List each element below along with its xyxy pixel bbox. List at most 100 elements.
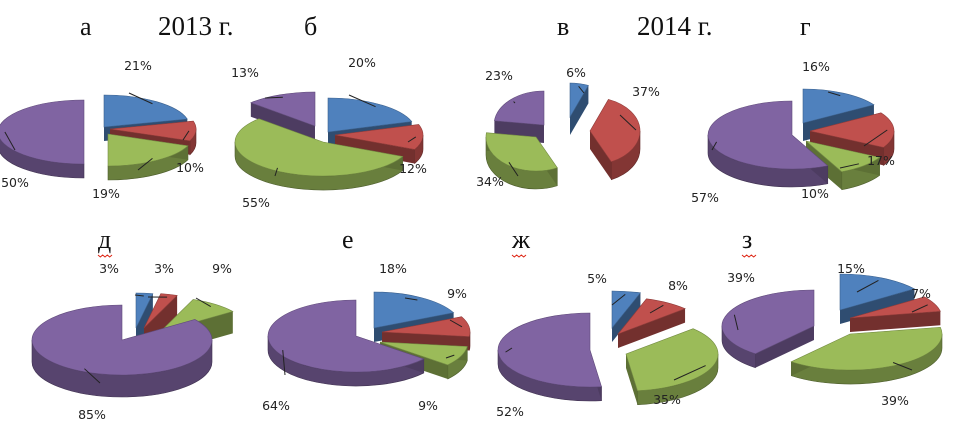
slice-label-green: 55% [242,195,270,210]
label-leader-line [578,85,585,94]
label-leader-line [84,368,101,384]
pie-chart-з: з 15% 7% 39% 39% [721,225,943,408]
label-leader-line [856,280,879,293]
pie-slice-red [849,296,941,319]
pie-slice-blue [135,292,154,329]
pie-slice-red [143,293,178,329]
pie-chart-в: в 6% 37% 34% 23% [476,12,660,190]
pie-slice-purple [721,289,815,355]
slice-label-purple: 57% [691,190,719,205]
pie-chart-д: д 3% 3% 9% 85% [31,225,234,422]
label-leader-line [274,167,278,177]
pie-slice-green [379,341,468,366]
pie-slice-purple [707,100,829,170]
slice-face-red [618,308,686,348]
slice-label-red: 37% [632,84,660,99]
slice-label-red: 10% [176,160,204,175]
slice-label-green: 39% [881,393,909,408]
slice-face-red [590,131,612,180]
slice-label-purple: 64% [262,398,290,413]
pie-slice-purple [494,90,545,126]
label-leader-line [513,101,516,104]
label-leader-line [733,314,739,331]
slice-label-blue: 6% [566,65,586,80]
pie-slice-red [381,316,471,337]
slice-label-green: 34% [476,174,504,189]
spellcheck-underline [511,254,527,258]
label-leader-line [505,347,513,353]
slice-face-purple [755,326,814,368]
label-leader-line [4,131,16,151]
pie-slice-green [485,132,558,172]
pie-slice-purple [31,304,213,376]
label-leader-line [711,141,718,151]
slice-label-blue: 15% [837,261,865,276]
slice-label-green: 10% [801,186,829,201]
pie-slice-red [109,120,197,142]
slice-face-purple [250,102,315,140]
slice-label-purple: 85% [78,407,106,422]
pie-slice-red [617,298,686,335]
slice-label-red: 8% [668,278,688,293]
label-leader-line [649,304,664,314]
slice-label-red: 12% [399,161,427,176]
slice-face-blue [840,288,915,324]
pie-slice-purple [0,99,85,165]
spellcheck-underline [97,254,113,258]
label-leader-line [892,362,913,371]
year-2013-header: 2013 г. [158,11,234,41]
chart-letter: ж [511,225,531,254]
spellcheck-underline [741,254,757,258]
pie-chart-а: а 21% 10% 19% 50% [0,12,204,201]
slice-face-green [626,354,638,405]
pie-slice-purple [497,312,602,388]
label-leader-line [264,96,283,99]
pie-slice-blue [569,82,589,119]
pie-slice-red [809,112,895,148]
label-leader-line [839,163,860,169]
slice-label-blue: 3% [99,261,119,276]
slice-label-purple: 50% [1,175,29,190]
pie-slice-green [625,328,719,392]
pie-slice-green [234,118,404,177]
pie-slice-green [107,133,189,167]
pie-chart-г: г 16% 17% 10% 57% [691,12,895,205]
label-leader-line [404,297,418,301]
slice-label-red: 3% [154,261,174,276]
label-leader-line [508,162,519,177]
chart-letter: а [80,12,92,41]
pie-slice-purple [267,299,425,373]
slice-label-green: 9% [212,261,232,276]
slice-label-purple: 39% [727,270,755,285]
chart-letter: з [742,225,752,254]
label-leader-line [863,129,888,147]
pie-slice-purple [250,91,316,127]
slice-label-red: 7% [911,286,931,301]
pie-slice-red [589,99,641,163]
pie-slice-blue [611,290,641,329]
label-leader-line [182,130,190,141]
chart-letter: г [800,12,811,41]
chart-letter: б [304,12,317,41]
pie-slice-red [334,124,424,150]
pie-slice-blue [327,97,413,133]
pie-slice-blue [802,88,875,124]
label-leader-line [449,319,463,328]
label-leader-line [673,365,706,381]
pie-slice-blue [103,94,188,128]
year-2014-header: 2014 г. [637,11,713,41]
label-leader-line [134,294,144,297]
label-leader-line [407,136,417,143]
slice-face-blue [570,85,589,135]
label-leader-line [195,297,211,307]
label-leader-line [911,304,928,313]
slice-label-purple: 52% [496,404,524,419]
pie-slice-blue [373,291,455,329]
slice-label-red: 9% [447,286,467,301]
slice-label-blue: 16% [802,59,830,74]
slice-label-red: 17% [867,153,895,168]
pie-chart-б: б 20% 12% 55% 13% [231,12,427,210]
slice-label-blue: 18% [379,261,407,276]
label-leader-line [128,92,153,105]
